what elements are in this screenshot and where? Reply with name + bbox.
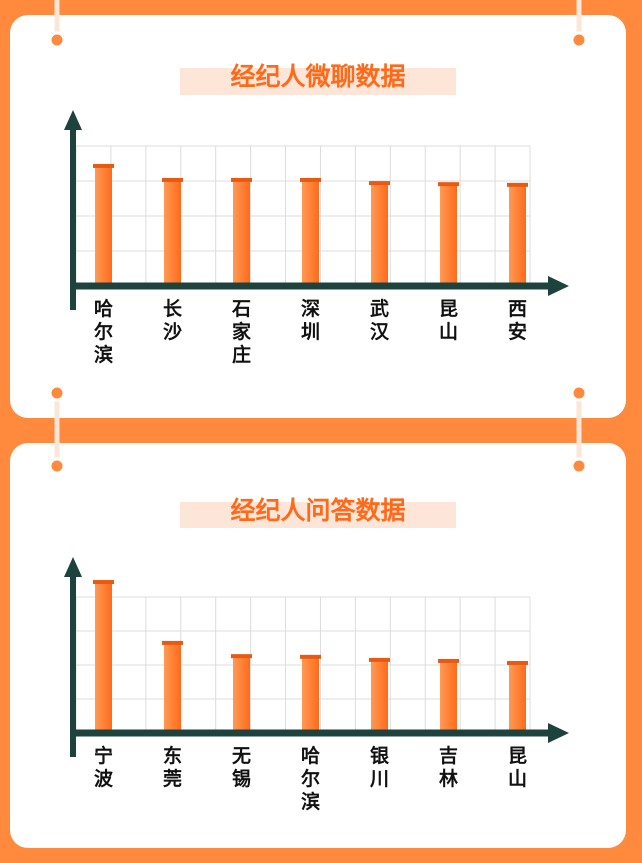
bar: [233, 179, 250, 286]
x-tick-label: 宁波: [93, 745, 113, 790]
binder-ring: [570, 31, 588, 49]
bar-cap: [438, 182, 459, 187]
binder-ring: [48, 31, 66, 49]
bar-cap: [162, 177, 183, 182]
title-band: [180, 68, 456, 95]
bar: [371, 183, 388, 286]
x-tick-label: 昆山: [507, 745, 527, 790]
bar: [233, 656, 250, 733]
bar-cap: [438, 658, 459, 663]
bar: [440, 184, 457, 286]
binder-ring: [48, 384, 66, 402]
bar: [302, 656, 319, 733]
x-axis-arrow: [548, 276, 569, 296]
bar-cap: [231, 654, 252, 659]
binder-ring: [570, 384, 588, 402]
x-tick-label: 吉林: [438, 745, 458, 790]
bar-cap: [93, 580, 114, 585]
bar-cap: [231, 177, 252, 182]
y-axis-arrow: [64, 557, 82, 577]
x-axis-arrow: [548, 723, 569, 743]
x-tick-label: 东莞: [162, 745, 182, 790]
x-tick-label: 哈尔滨: [93, 298, 113, 366]
x-tick-label: 昆山: [438, 298, 458, 343]
bar: [302, 179, 319, 286]
bar-cap: [507, 660, 528, 665]
bar: [95, 582, 112, 733]
x-tick-label: 哈尔滨: [300, 745, 320, 813]
bar-cap: [507, 182, 528, 187]
bar: [164, 642, 181, 733]
bar: [440, 660, 457, 733]
x-tick-label: 武汉: [369, 298, 389, 343]
binder-ring: [48, 457, 66, 475]
bar-cap: [93, 163, 114, 168]
bar-cap: [162, 640, 183, 645]
x-tick-label: 石家庄: [231, 298, 251, 366]
chart-2-title: 经纪人问答数据: [230, 496, 406, 525]
binder-ring: [570, 457, 588, 475]
y-axis-arrow: [64, 110, 82, 130]
x-tick-label: 西安: [507, 298, 527, 343]
bar-cap: [300, 654, 321, 659]
bar: [95, 165, 112, 286]
x-tick-label: 无锡: [231, 745, 251, 790]
bar: [371, 659, 388, 733]
bar-cap: [300, 177, 321, 182]
x-tick-label: 长沙: [162, 298, 182, 343]
bar-cap: [369, 181, 390, 186]
bar: [509, 184, 526, 286]
bar: [509, 662, 526, 733]
title-band: [180, 502, 456, 528]
bar-cap: [369, 657, 390, 662]
bar: [164, 179, 181, 286]
chart-1-title: 经纪人微聊数据: [230, 62, 406, 91]
x-tick-label: 深圳: [300, 298, 320, 343]
x-tick-label: 银川: [369, 745, 389, 790]
